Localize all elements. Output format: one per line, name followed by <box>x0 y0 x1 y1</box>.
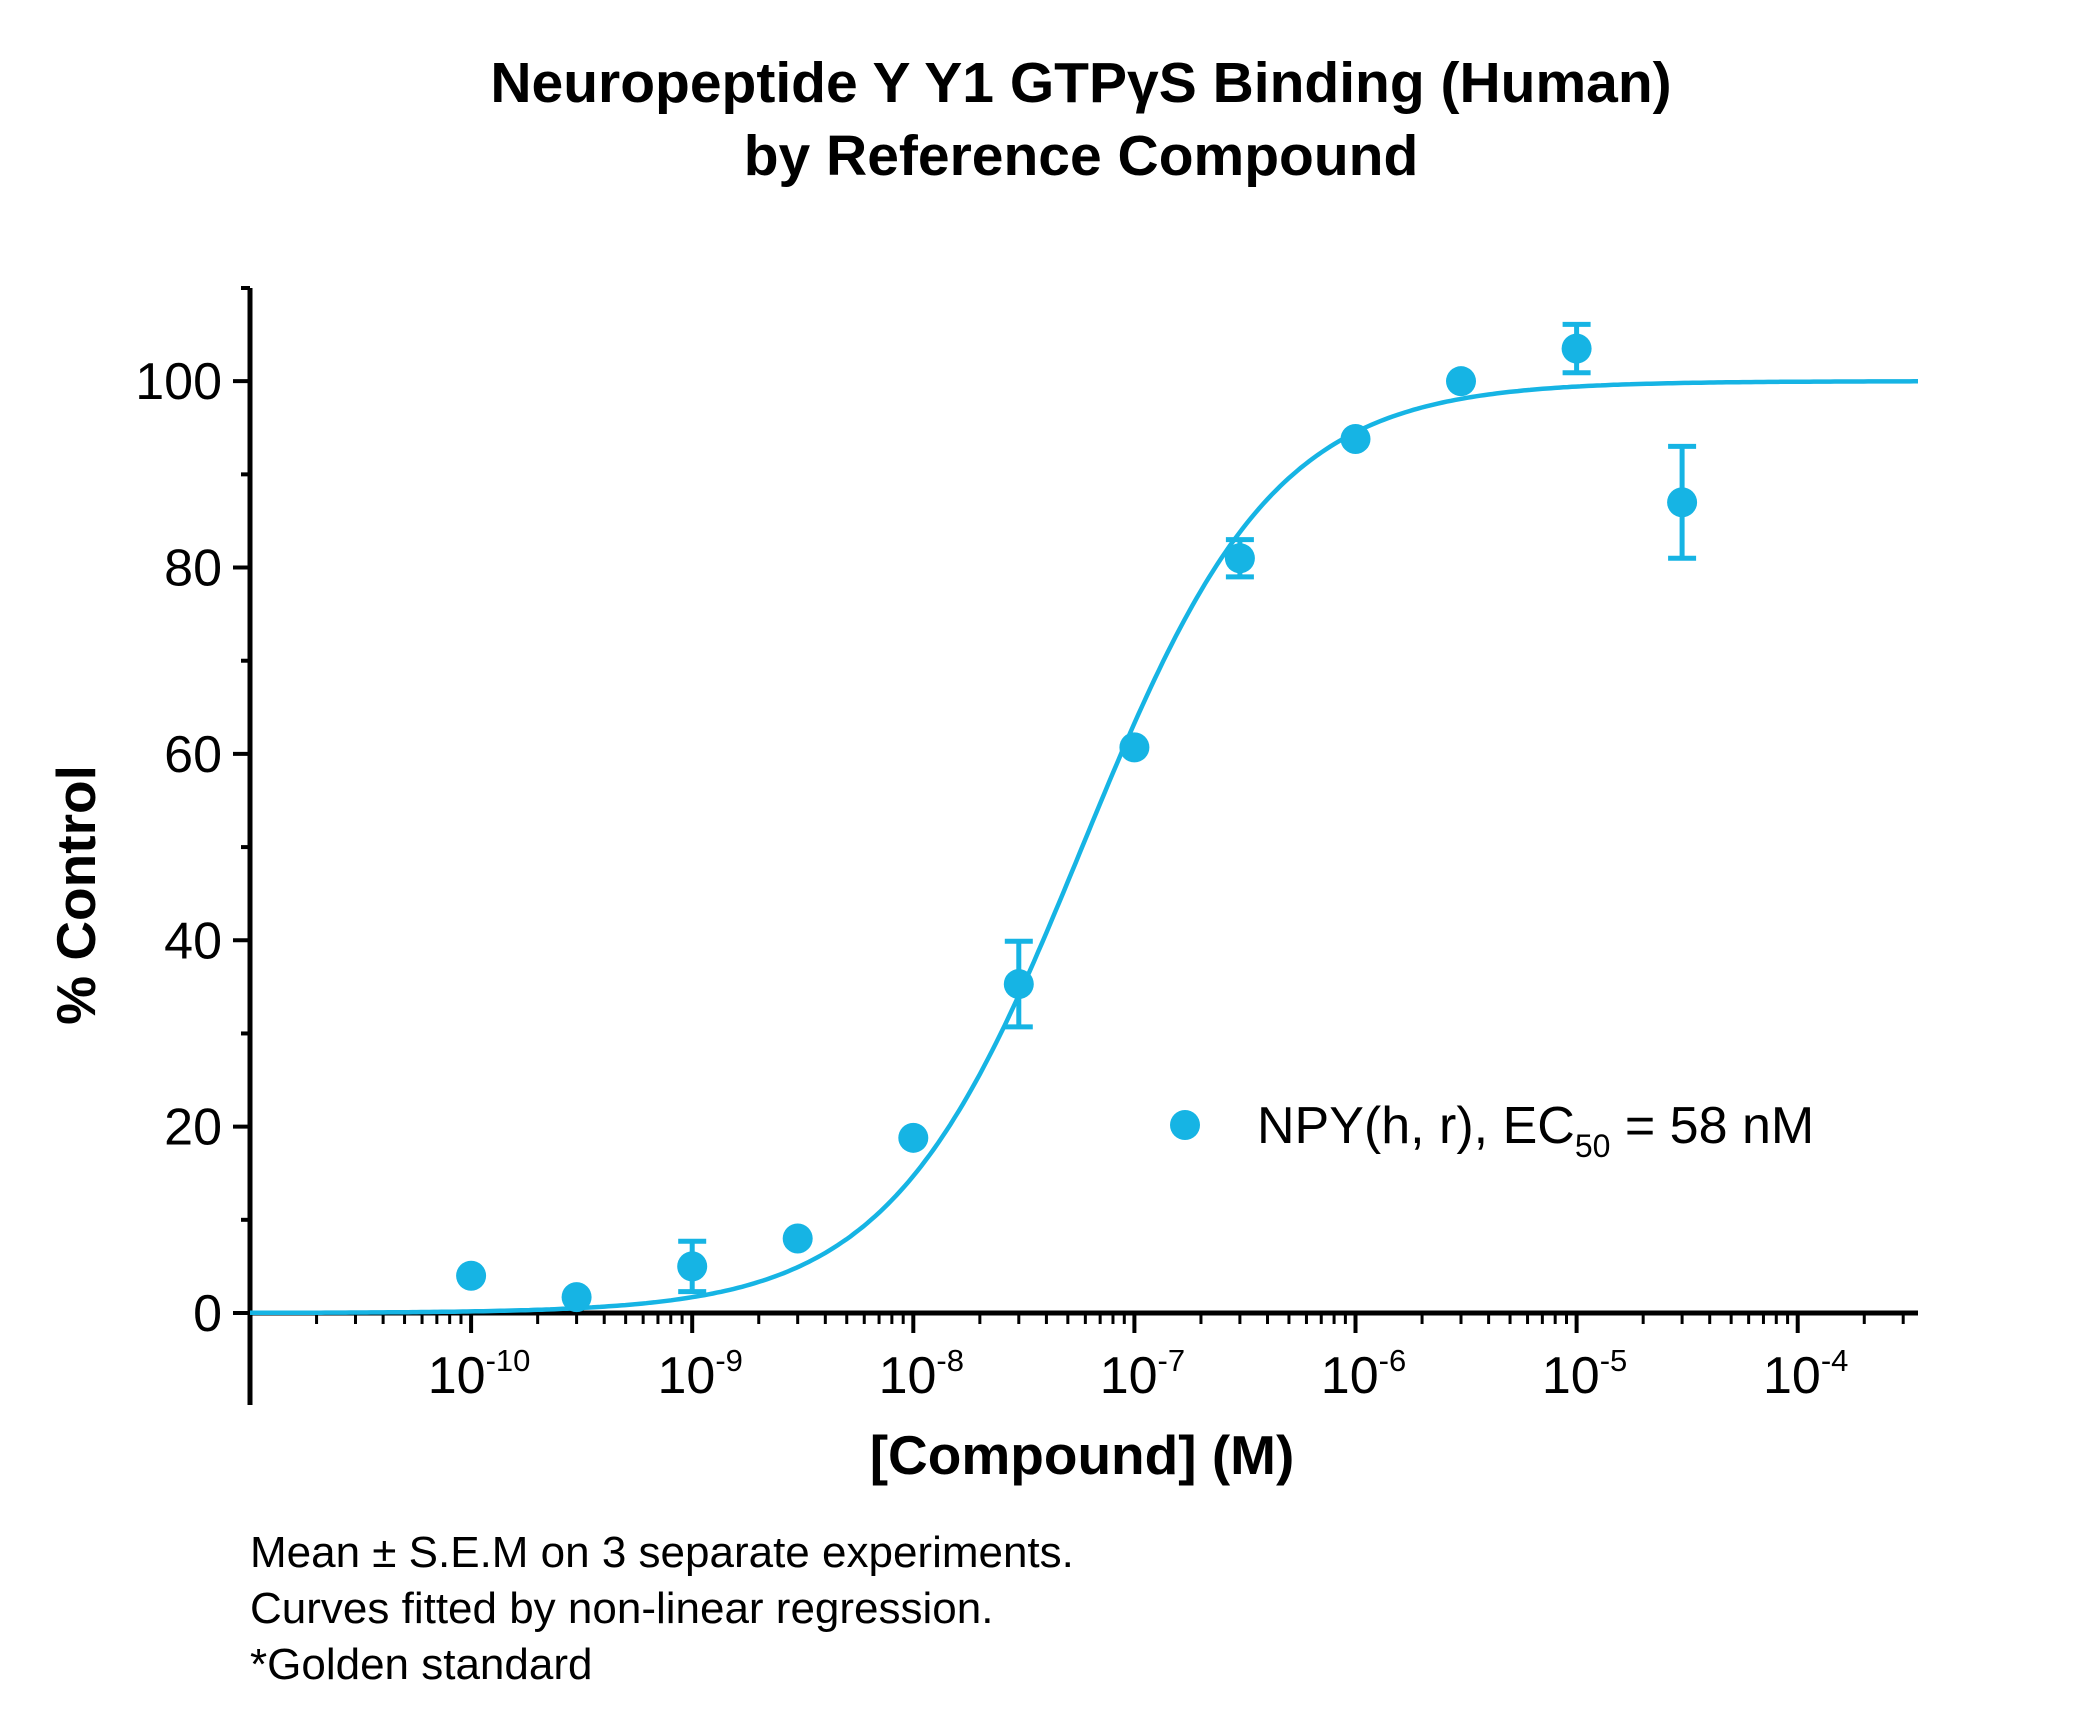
y-tick-label: 40 <box>164 912 222 970</box>
x-tick-base: 10 <box>879 1347 937 1405</box>
fit-curve <box>250 379 1918 1316</box>
data-point <box>1119 732 1150 763</box>
footnote-standard: *Golden standard <box>250 1640 593 1689</box>
legend-prefix: NPY(h, r), EC <box>1257 1097 1575 1155</box>
data-point <box>1340 423 1371 454</box>
x-tick-exponent: -7 <box>1158 1343 1186 1378</box>
chart-title-line-1: Neuropeptide Y Y1 GTPγS Binding (Human) <box>490 51 1671 115</box>
y-tick-label: 20 <box>164 1099 222 1157</box>
chart-title-line-2: by Reference Compound <box>744 124 1419 188</box>
data-point <box>782 1223 813 1254</box>
x-tick-base: 10 <box>1321 1347 1379 1405</box>
data-point <box>1003 969 1034 1000</box>
x-tick-base: 10 <box>657 1347 715 1405</box>
x-axis-label: [Compound] (M) <box>870 1424 1295 1486</box>
y-tick-label: 100 <box>135 353 222 411</box>
footnote-fit: Curves fitted by non-linear regression. <box>250 1584 994 1633</box>
y-axis-label: % Control <box>45 765 107 1025</box>
x-tick-exponent: -4 <box>1821 1343 1849 1378</box>
x-tick-exponent: -5 <box>1600 1343 1628 1378</box>
x-tick-label: 10-7 <box>1100 1343 1185 1405</box>
x-tick-label: 10-10 <box>428 1343 531 1405</box>
x-tick-label: 10-5 <box>1542 1343 1627 1405</box>
x-tick-exponent: -6 <box>1379 1343 1407 1378</box>
x-tick-label: 10-9 <box>657 1343 742 1405</box>
y-tick-label: 0 <box>193 1285 222 1343</box>
fit-curve-layer <box>250 379 1918 1316</box>
footnote-stats: Mean ± S.E.M on 3 separate experiments. <box>250 1528 1074 1577</box>
y-tick-label: 60 <box>164 726 222 784</box>
x-tick-label: 10-8 <box>879 1343 964 1405</box>
x-tick-exponent: -8 <box>936 1343 964 1378</box>
x-tick-base: 10 <box>1542 1347 1600 1405</box>
x-tick-label: 10-6 <box>1321 1343 1406 1405</box>
data-point <box>898 1122 929 1153</box>
data-point <box>1445 366 1476 397</box>
x-tick-exponent: -9 <box>715 1343 743 1378</box>
legend-label: NPY(h, r), EC50 = 58 nM <box>1257 1097 1814 1164</box>
x-tick-base: 10 <box>428 1347 486 1405</box>
data-point <box>1561 333 1592 364</box>
data-point <box>456 1260 487 1291</box>
data-point <box>677 1251 708 1282</box>
data-points-layer <box>456 321 1698 1313</box>
data-point <box>1667 487 1698 518</box>
legend-suffix: = 58 nM <box>1610 1097 1814 1155</box>
legend-marker <box>1170 1110 1200 1140</box>
x-tick-label: 10-4 <box>1763 1343 1848 1405</box>
legend-subscript: 50 <box>1575 1128 1611 1164</box>
data-point <box>1224 543 1255 574</box>
x-tick-exponent: -10 <box>486 1343 531 1378</box>
data-point <box>561 1282 592 1313</box>
y-tick-label: 80 <box>164 540 222 598</box>
x-tick-base: 10 <box>1763 1347 1821 1405</box>
legend: NPY(h, r), EC50 = 58 nM <box>1170 1097 1814 1164</box>
x-tick-base: 10 <box>1100 1347 1158 1405</box>
